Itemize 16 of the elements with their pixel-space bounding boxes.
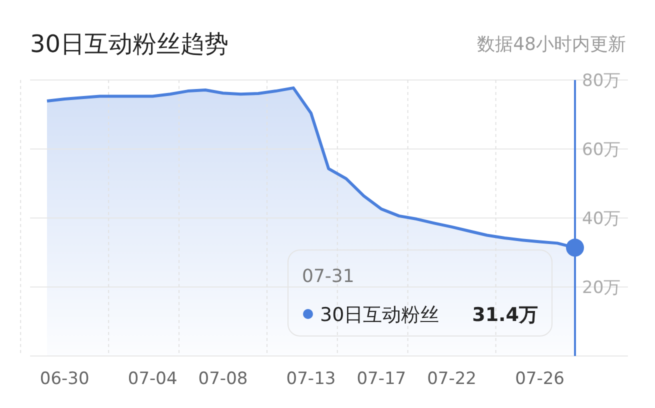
data-label: 31.4万 [472, 304, 538, 326]
y-tick-label: 20万 [582, 278, 621, 298]
x-tick-label: 06-30 [40, 369, 90, 389]
x-tick-label: 07-04 [128, 369, 178, 389]
y-tick-label: 40万 [582, 209, 621, 229]
x-tick-label: 07-13 [286, 369, 336, 389]
x-tick-label: 07-26 [515, 369, 565, 389]
chart-title: 30日互动粉丝趋势 [30, 30, 229, 58]
y-tick-label: 80万 [582, 71, 621, 91]
x-tick-label: 07-08 [198, 369, 248, 389]
x-tick-label: 07-22 [427, 369, 477, 389]
y-tick-label: 60万 [582, 140, 621, 160]
annotation: 07-31 [302, 266, 354, 287]
chart-subtitle: 数据48小时内更新 [477, 34, 626, 55]
x-tick-label: 07-17 [356, 369, 406, 389]
legend-label: 30日互动粉丝 [320, 304, 440, 326]
